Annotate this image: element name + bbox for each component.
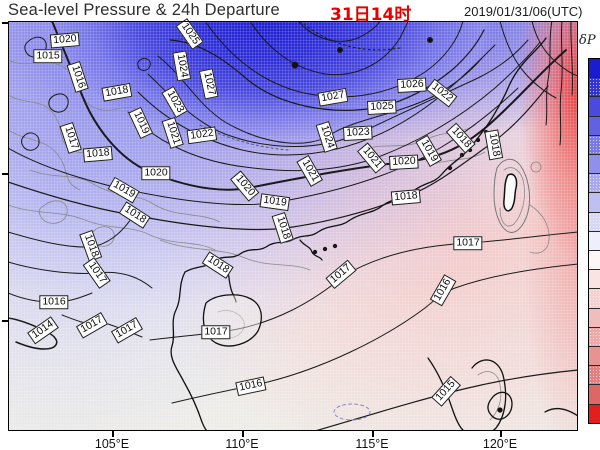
- isobar-value-label: 1020: [141, 166, 171, 180]
- colorbar-segment: [589, 116, 600, 136]
- forecast-time-badge: 31日14时: [330, 5, 412, 25]
- isobar-value-label: 1020: [388, 154, 420, 170]
- x-axis-tick: [242, 431, 244, 437]
- colorbar-segment: [589, 308, 600, 328]
- x-axis-tick: [372, 431, 374, 437]
- colorbar-segment: [589, 212, 600, 232]
- x-axis-tick: [500, 431, 502, 437]
- y-axis-tick: [2, 320, 8, 322]
- colorbar-segment: [589, 289, 600, 309]
- page-title: Sea-level Pressure & 24h Departure: [8, 1, 280, 19]
- isobar-value-label: 1025: [366, 99, 398, 115]
- x-axis-tick-label: 120°E: [482, 437, 518, 450]
- colorbar: [588, 58, 600, 424]
- isobar-value-label: 1020: [49, 31, 81, 49]
- colorbar-segment: [589, 59, 600, 79]
- x-axis-tick-label: 105°E: [94, 437, 130, 450]
- colorbar-segment: [589, 347, 600, 367]
- colorbar-title: δP: [579, 33, 596, 48]
- colorbar-segment: [589, 97, 600, 117]
- colorbar-segment: [589, 385, 600, 405]
- y-axis-tick: [2, 22, 8, 24]
- isobar-value-label: 1026: [396, 77, 428, 93]
- colorbar-segment: [589, 155, 600, 175]
- colorbar-segment: [589, 193, 600, 213]
- colorbar-segment: [589, 404, 600, 423]
- colorbar-segment: [589, 174, 600, 194]
- colorbar-segment: [589, 270, 600, 290]
- isobar-value-label: 1018: [390, 188, 422, 206]
- dither-texture-overlay: [8, 21, 578, 431]
- isobar-value-label: 1018: [82, 145, 114, 163]
- colorbar-segment: [589, 251, 600, 271]
- colorbar-segment: [589, 135, 600, 156]
- isobar-value-label: 1023: [342, 125, 374, 141]
- colorbar-segment: [589, 78, 600, 98]
- colorbar-segment: [589, 231, 600, 252]
- x-axis-tick-label: 115°E: [355, 437, 389, 450]
- utc-datetime: 2019/01/31/06(UTC): [464, 4, 583, 19]
- colorbar-segment: [589, 366, 600, 386]
- x-axis-tick-label: 110°E: [225, 437, 259, 450]
- y-axis-tick: [2, 173, 8, 175]
- isobar-value-label: 1015: [33, 49, 63, 63]
- colorbar-segment: [589, 327, 600, 348]
- isobar-value-label: 1017: [453, 236, 483, 250]
- x-axis-tick: [112, 431, 114, 437]
- isobar-value-label: 1016: [39, 295, 69, 309]
- isobar-value-label: 1017: [201, 325, 231, 339]
